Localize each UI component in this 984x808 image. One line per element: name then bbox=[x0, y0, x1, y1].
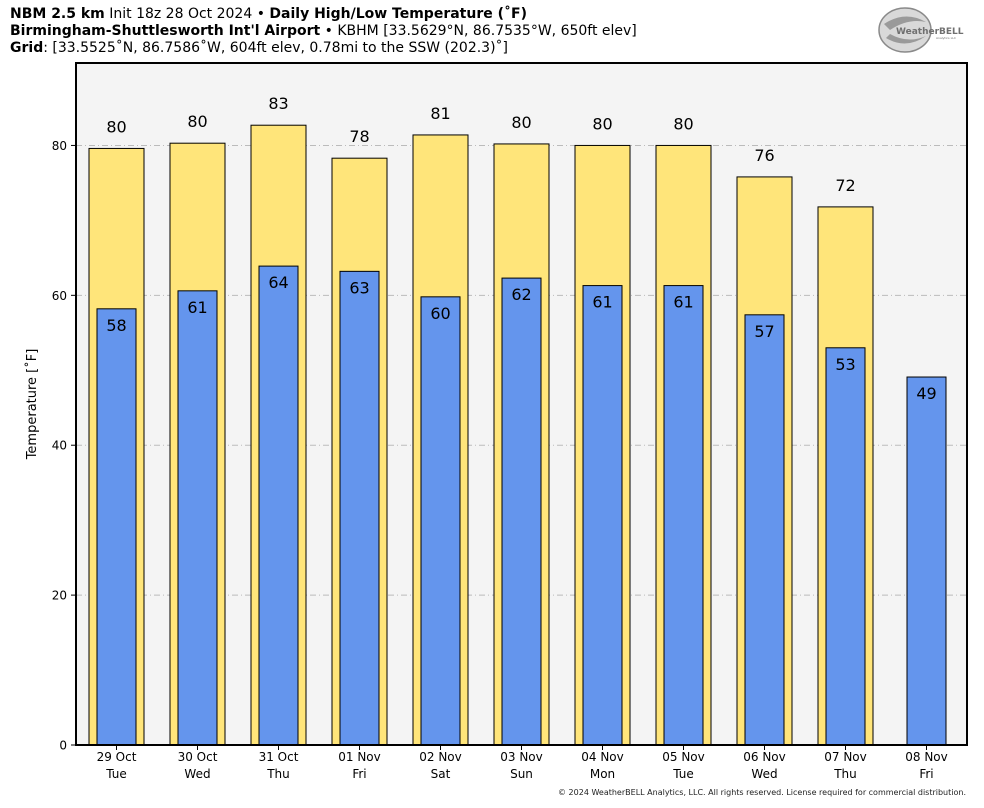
x-tick-date: 04 Nov bbox=[581, 750, 624, 764]
low-temp-label: 61 bbox=[187, 298, 207, 317]
x-tick-date: 30 Oct bbox=[178, 750, 218, 764]
low-temp-label: 53 bbox=[835, 355, 855, 374]
high-temp-label: 80 bbox=[592, 114, 612, 133]
x-tick-day: Thu bbox=[833, 767, 857, 781]
x-tick-date: 06 Nov bbox=[743, 750, 786, 764]
model-name: NBM 2.5 km bbox=[10, 6, 105, 22]
y-axis-label: Temperature [˚F] bbox=[24, 349, 40, 461]
logo-subtext: Analytics LLC bbox=[936, 36, 956, 40]
header-line-3: Grid: [33.5525˚N, 86.7586˚W, 604ft elev,… bbox=[10, 40, 508, 57]
x-tick-day: Wed bbox=[184, 767, 210, 781]
low-temp-label: 61 bbox=[592, 293, 612, 312]
station-name: Birmingham-Shuttlesworth Int'l Airport bbox=[10, 23, 321, 39]
x-tick-date: 07 Nov bbox=[824, 750, 867, 764]
product-title: Daily High/Low Temperature (˚F) bbox=[269, 6, 527, 22]
x-tick-day: Tue bbox=[672, 767, 694, 781]
separator: • bbox=[324, 23, 333, 39]
x-tick-date: 08 Nov bbox=[905, 750, 948, 764]
grid-label: Grid bbox=[10, 40, 44, 56]
x-tick-date: 05 Nov bbox=[662, 750, 705, 764]
x-tick-date: 03 Nov bbox=[500, 750, 543, 764]
x-tick-day: Thu bbox=[266, 767, 290, 781]
x-tick-day: Wed bbox=[751, 767, 777, 781]
low-temp-bar bbox=[96, 308, 137, 746]
low-temp-bar bbox=[177, 290, 218, 746]
high-temp-label: 81 bbox=[430, 104, 450, 123]
bar-group: 80 58 80 61 83 64 78 63 81 60 80 62 80 61 80 61 76 57 72 53… bbox=[88, 94, 947, 746]
low-temp-bar bbox=[663, 285, 704, 746]
y-axis-ticks: 0 20 40 60 80 bbox=[52, 139, 76, 753]
low-temp-label: 58 bbox=[106, 316, 126, 335]
copyright-notice: © 2024 WeatherBELL Analytics, LLC. All r… bbox=[558, 788, 966, 797]
header-line-1: NBM 2.5 km Init 18z 28 Oct 2024 • Daily … bbox=[10, 6, 527, 23]
weatherbell-logo: WeatherBELL Analytics LLC bbox=[878, 7, 964, 53]
x-tick-day: Mon bbox=[590, 767, 615, 781]
low-temp-label: 60 bbox=[430, 304, 450, 323]
low-temp-label: 57 bbox=[754, 322, 774, 341]
x-tick-date: 02 Nov bbox=[419, 750, 462, 764]
low-temp-label: 63 bbox=[349, 278, 369, 297]
high-temp-label: 83 bbox=[268, 94, 288, 113]
low-temp-bar bbox=[582, 285, 623, 746]
low-temp-bar bbox=[744, 314, 785, 746]
station-details: KBHM [33.5629°N, 86.7535°W, 650ft elev] bbox=[337, 23, 637, 39]
init-time: Init 18z 28 Oct 2024 bbox=[109, 6, 253, 22]
low-temp-bar bbox=[906, 376, 947, 746]
x-tick-date: 29 Oct bbox=[97, 750, 137, 764]
y-tick-label: 0 bbox=[59, 739, 67, 753]
low-temp-label: 62 bbox=[511, 285, 531, 304]
low-temp-label: 49 bbox=[916, 384, 936, 403]
high-temp-label: 76 bbox=[754, 146, 774, 165]
y-tick-label: 20 bbox=[52, 589, 67, 603]
low-temp-label: 64 bbox=[268, 273, 288, 292]
low-temp-bar bbox=[339, 270, 380, 746]
low-temp-bar bbox=[420, 296, 461, 746]
x-tick-day: Fri bbox=[352, 767, 366, 781]
y-tick-label: 60 bbox=[52, 289, 67, 303]
high-temp-label: 80 bbox=[673, 114, 693, 133]
x-tick-day: Sun bbox=[510, 767, 533, 781]
low-temp-label: 61 bbox=[673, 293, 693, 312]
plot-frame bbox=[75, 62, 968, 746]
y-tick-label: 80 bbox=[52, 139, 67, 153]
high-temp-label: 80 bbox=[106, 117, 126, 136]
high-temp-label: 72 bbox=[835, 176, 855, 195]
low-temp-bar bbox=[501, 277, 542, 746]
high-temp-label: 80 bbox=[511, 113, 531, 132]
high-temp-label: 80 bbox=[187, 112, 207, 131]
y-tick-label: 40 bbox=[52, 439, 67, 453]
header-line-2: Birmingham-Shuttlesworth Int'l Airport •… bbox=[10, 23, 637, 40]
low-temp-bar bbox=[825, 347, 866, 746]
x-tick-day: Fri bbox=[919, 767, 933, 781]
x-axis-labels: 29 Oct Tue 30 Oct Wed 31 Oct Thu 01 Nov Fri 02 N… bbox=[97, 745, 948, 781]
grid-details: : [33.5525˚N, 86.7586˚W, 604ft elev, 0.7… bbox=[43, 40, 509, 56]
separator: • bbox=[256, 6, 265, 22]
x-tick-date: 01 Nov bbox=[338, 750, 381, 764]
x-tick-day: Sat bbox=[431, 767, 451, 781]
low-temp-bar bbox=[258, 265, 299, 746]
logo-text: WeatherBELL bbox=[896, 27, 964, 37]
x-tick-day: Tue bbox=[105, 767, 127, 781]
x-tick-date: 31 Oct bbox=[259, 750, 299, 764]
high-temp-label: 78 bbox=[349, 127, 369, 146]
